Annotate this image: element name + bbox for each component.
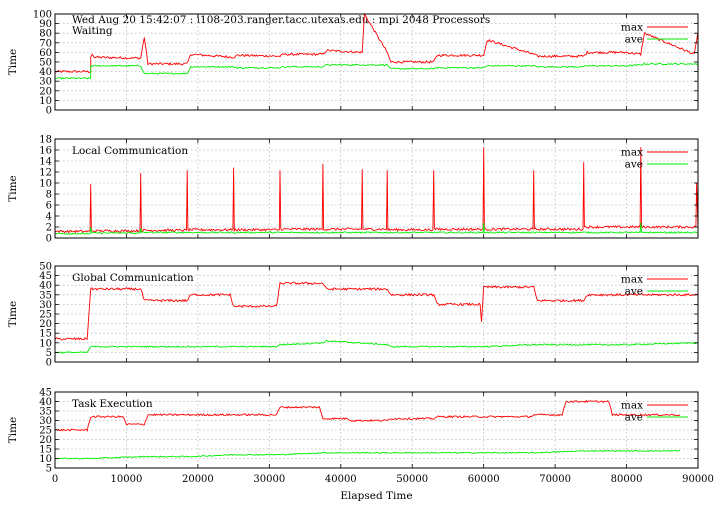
y-axis-label: Time bbox=[7, 49, 19, 76]
y-tick-label: 0 bbox=[46, 234, 52, 245]
y-tick-label: 14 bbox=[39, 157, 52, 168]
panel-title: Task Execution bbox=[72, 398, 153, 410]
y-tick-label: 90 bbox=[39, 19, 52, 30]
legend-label-max: max bbox=[621, 400, 643, 412]
y-tick-label: 45 bbox=[39, 388, 52, 399]
x-tick-label: 40000 bbox=[325, 474, 357, 485]
y-tick-label: 18 bbox=[39, 135, 52, 146]
y-tick-label: 70 bbox=[39, 38, 52, 49]
y-tick-label: 10 bbox=[39, 454, 52, 465]
series-line-max bbox=[54, 12, 699, 74]
legend-label-ave: ave bbox=[625, 34, 643, 46]
series-line-ave bbox=[54, 222, 699, 235]
y-tick-label: 10 bbox=[39, 96, 52, 107]
y-tick-label: 16 bbox=[39, 146, 52, 157]
y-tick-label: 20 bbox=[39, 86, 52, 97]
series-line-ave bbox=[54, 339, 698, 354]
legend-label-ave: ave bbox=[625, 412, 643, 424]
x-tick-label: 60000 bbox=[468, 474, 500, 485]
y-tick-label: 25 bbox=[39, 310, 52, 321]
y-tick-label: 100 bbox=[33, 10, 52, 21]
y-tick-label: 0 bbox=[46, 106, 52, 117]
y-tick-label: 40 bbox=[39, 397, 52, 408]
y-axis-label: Time bbox=[7, 301, 19, 328]
y-tick-label: 30 bbox=[39, 300, 52, 311]
series-line-ave bbox=[54, 449, 681, 460]
y-tick-label: 2 bbox=[46, 223, 52, 234]
y-tick-label: 80 bbox=[39, 29, 52, 40]
y-tick-label: 10 bbox=[39, 338, 52, 349]
panel-title: Local Communication bbox=[72, 145, 188, 157]
x-tick-label: 70000 bbox=[539, 474, 571, 485]
y-tick-label: 6 bbox=[46, 201, 52, 212]
x-tick-label: 80000 bbox=[611, 474, 643, 485]
y-tick-label: 35 bbox=[39, 407, 52, 418]
y-axis-label: Time bbox=[7, 175, 19, 202]
panel-title: Global Communication bbox=[72, 272, 194, 284]
x-tick-label: 30000 bbox=[253, 474, 285, 485]
y-tick-label: 4 bbox=[46, 212, 52, 223]
y-tick-label: 25 bbox=[39, 426, 52, 437]
x-tick-label: 10000 bbox=[111, 474, 143, 485]
series-line-max bbox=[54, 281, 699, 341]
y-tick-label: 15 bbox=[39, 329, 52, 340]
legend-label-max: max bbox=[621, 147, 643, 159]
legend-label-max: max bbox=[621, 22, 643, 34]
series-line-max bbox=[54, 147, 699, 234]
figure-title: Wed Aug 20 15:42:07 : i108-203.ranger.ta… bbox=[72, 14, 490, 26]
x-axis-label: Elapsed Time bbox=[340, 490, 412, 502]
y-tick-label: 35 bbox=[39, 290, 52, 301]
y-tick-label: 50 bbox=[39, 58, 52, 69]
legend-label-ave: ave bbox=[625, 159, 643, 171]
y-tick-label: 20 bbox=[39, 435, 52, 446]
y-tick-label: 30 bbox=[39, 77, 52, 88]
series-line-max bbox=[54, 399, 681, 432]
y-tick-label: 15 bbox=[39, 445, 52, 456]
y-tick-label: 10 bbox=[39, 179, 52, 190]
y-tick-label: 45 bbox=[39, 271, 52, 282]
x-tick-label: 50000 bbox=[396, 474, 428, 485]
y-tick-label: 8 bbox=[46, 190, 52, 201]
y-tick-label: 40 bbox=[39, 281, 52, 292]
y-tick-label: 12 bbox=[39, 168, 52, 179]
y-tick-label: 40 bbox=[39, 67, 52, 78]
x-tick-label: 90000 bbox=[682, 474, 714, 485]
x-tick-label: 20000 bbox=[182, 474, 214, 485]
plot-frame bbox=[54, 138, 699, 239]
y-tick-label: 30 bbox=[39, 416, 52, 427]
y-tick-label: 60 bbox=[39, 48, 52, 59]
panel-title: Waiting bbox=[72, 25, 113, 37]
y-tick-label: 20 bbox=[39, 319, 52, 330]
y-tick-label: 5 bbox=[46, 348, 52, 359]
legend-label-max: max bbox=[621, 274, 643, 286]
legend-label-ave: ave bbox=[625, 286, 643, 298]
y-axis-label: Time bbox=[7, 417, 19, 444]
series-line-ave bbox=[54, 62, 699, 80]
y-tick-label: 0 bbox=[46, 358, 52, 369]
y-tick-label: 50 bbox=[39, 262, 52, 273]
x-tick-label: 0 bbox=[52, 474, 58, 485]
y-tick-label: 5 bbox=[46, 464, 52, 475]
